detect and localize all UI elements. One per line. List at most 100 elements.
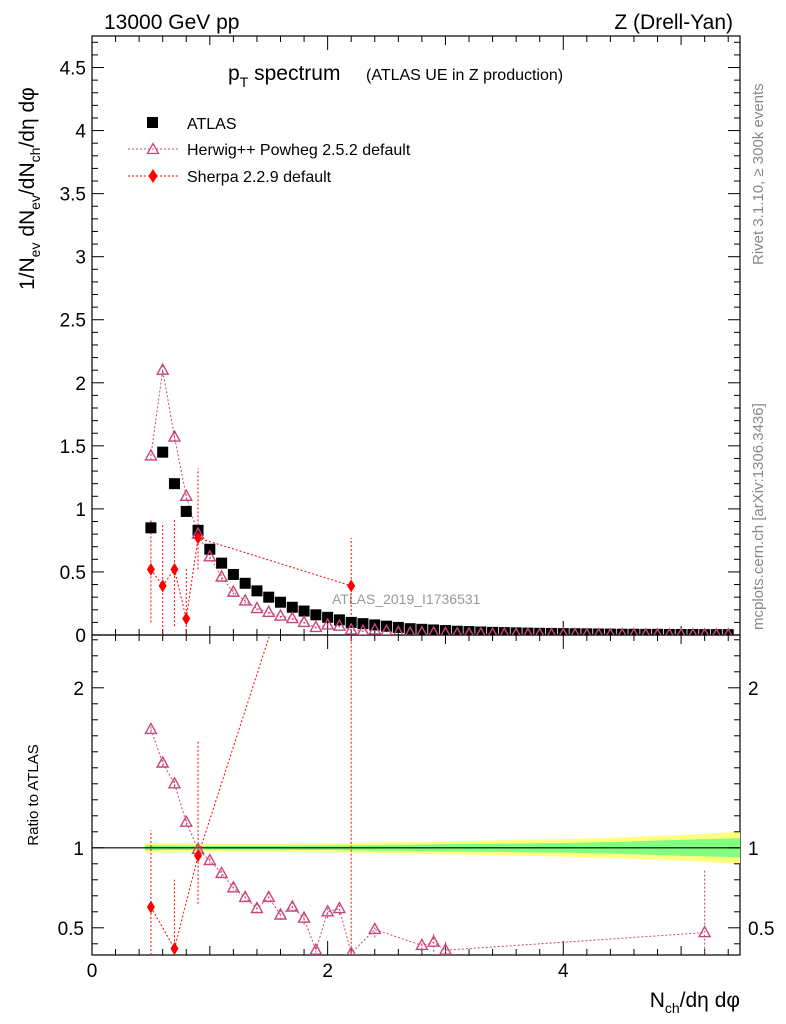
ratio-herwig-point xyxy=(368,921,382,935)
atlas-point xyxy=(640,628,652,635)
ratio-herwig-point xyxy=(297,910,311,923)
svg-text:pT spectrum: pT spectrum xyxy=(228,62,340,90)
atlas-point xyxy=(487,626,499,635)
atlas-point xyxy=(687,628,699,635)
herwig-point xyxy=(404,625,416,635)
herwig-point xyxy=(464,626,474,635)
ratio-herwig-point xyxy=(226,880,241,893)
sherpa-point xyxy=(347,579,356,593)
atlas-point xyxy=(216,557,228,569)
herwig-point xyxy=(440,626,451,635)
ratio-herwig-point xyxy=(332,901,347,914)
title-subscript: T xyxy=(240,74,249,90)
ratio-herwig-point xyxy=(262,889,276,903)
herwig-point xyxy=(262,604,276,618)
herwig-point xyxy=(558,627,568,635)
atlas-point xyxy=(145,522,157,534)
herwig-point xyxy=(344,622,358,635)
ratio-herwig-point xyxy=(214,865,229,879)
herwig-point xyxy=(606,627,615,635)
herwig-point xyxy=(688,627,698,635)
atlas-point xyxy=(239,577,251,589)
atlas-point xyxy=(404,623,416,635)
ratio-ytick-label: 0.5 xyxy=(58,919,84,940)
atlas-point xyxy=(663,628,675,635)
atlas-point xyxy=(251,585,263,597)
main-panel-data xyxy=(144,362,734,635)
sherpa-point xyxy=(170,562,179,576)
atlas-point xyxy=(699,629,711,635)
ratio-ylabel: Ratio to ATLAS xyxy=(25,744,42,845)
legend-marker-atlas xyxy=(147,117,158,128)
atlas-point xyxy=(463,626,475,635)
herwig-point xyxy=(238,593,252,606)
ratio-panel-data xyxy=(144,635,712,955)
herwig-point xyxy=(724,627,733,635)
atlas-point xyxy=(263,591,275,603)
axis-ticks: 00.511.522.533.544.50 2 40.5 0.51 12 2 xyxy=(58,36,774,982)
herwig-point xyxy=(476,626,486,635)
ratio-panel-frame xyxy=(91,634,741,956)
process-label: Z (Drell-Yan) xyxy=(614,11,733,34)
title-p: p xyxy=(228,62,240,85)
herwig-point xyxy=(523,627,533,635)
herwig-point xyxy=(320,617,335,630)
herwig-point xyxy=(179,488,193,501)
atlas-point xyxy=(616,628,628,635)
analysis-watermark: ATLAS_2019_I1736531 xyxy=(332,591,481,607)
xtick-label: 4 xyxy=(558,961,569,982)
legend: ATLAS Herwig++ Powheg 2.5.2 default Sher… xyxy=(128,116,411,186)
herwig-point xyxy=(250,601,264,614)
atlas-point xyxy=(416,623,428,635)
sherpa-point xyxy=(158,579,167,593)
main-ylabel: 1/Nev dNev/dNch/dη dφ xyxy=(16,87,43,290)
legend-marker-sherpa xyxy=(148,169,158,183)
energy-label: 13000 GeV pp xyxy=(104,11,239,34)
atlas-point xyxy=(510,627,522,635)
legend-label-herwig: Herwig++ Powheg 2.5.2 default xyxy=(187,142,411,159)
atlas-point xyxy=(652,628,664,635)
herwig-point xyxy=(641,627,650,635)
herwig-point xyxy=(594,627,603,635)
herwig-point xyxy=(368,622,382,635)
atlas-point xyxy=(522,627,534,635)
ratio-herwig-point xyxy=(426,934,441,947)
herwig-point xyxy=(144,448,158,461)
atlas-point xyxy=(534,627,546,635)
ratio-herwig-point xyxy=(238,889,252,903)
herwig-point xyxy=(582,627,592,635)
atlas-point xyxy=(157,446,169,458)
plot-title: pT spectrum (ATLAS UE in Z production) xyxy=(228,62,563,90)
ratio-herwig-point xyxy=(203,853,217,866)
herwig-point xyxy=(203,549,217,562)
herwig-point xyxy=(356,623,370,635)
ratio-herwig-point xyxy=(415,937,429,951)
ratio-ytick-label-right: 0.5 xyxy=(748,919,774,940)
sherpa-point xyxy=(146,562,155,576)
title-spectrum: spectrum xyxy=(248,62,340,85)
ratio-sherpa-point xyxy=(194,849,203,863)
ratio-herwig-point xyxy=(285,899,299,912)
ratio-sherpa-point xyxy=(146,900,155,914)
herwig-point xyxy=(167,429,182,442)
atlas-point xyxy=(357,618,369,630)
main-ytick-label: 0 xyxy=(75,626,86,647)
atlas-point xyxy=(168,478,180,490)
ratio-herwig-point xyxy=(250,901,264,914)
herwig-point xyxy=(452,626,463,635)
xtick-label: 0 xyxy=(87,961,98,982)
ratio-herwig-point xyxy=(309,942,323,955)
main-ytick-label: 2 xyxy=(75,374,86,395)
herwig-point xyxy=(297,614,311,628)
herwig-point xyxy=(226,584,241,597)
atlas-point xyxy=(710,629,722,635)
herwig-point xyxy=(487,626,498,635)
atlas-point xyxy=(204,543,216,555)
legend-label-sherpa: Sherpa 2.2.9 default xyxy=(187,169,332,186)
herwig-point xyxy=(499,626,509,635)
atlas-point xyxy=(722,629,734,635)
herwig-point xyxy=(653,627,662,635)
ratio-ytick-label: 1 xyxy=(73,839,84,860)
ratio-herwig-point xyxy=(697,925,712,938)
ratio-sherpa-line xyxy=(150,635,271,950)
